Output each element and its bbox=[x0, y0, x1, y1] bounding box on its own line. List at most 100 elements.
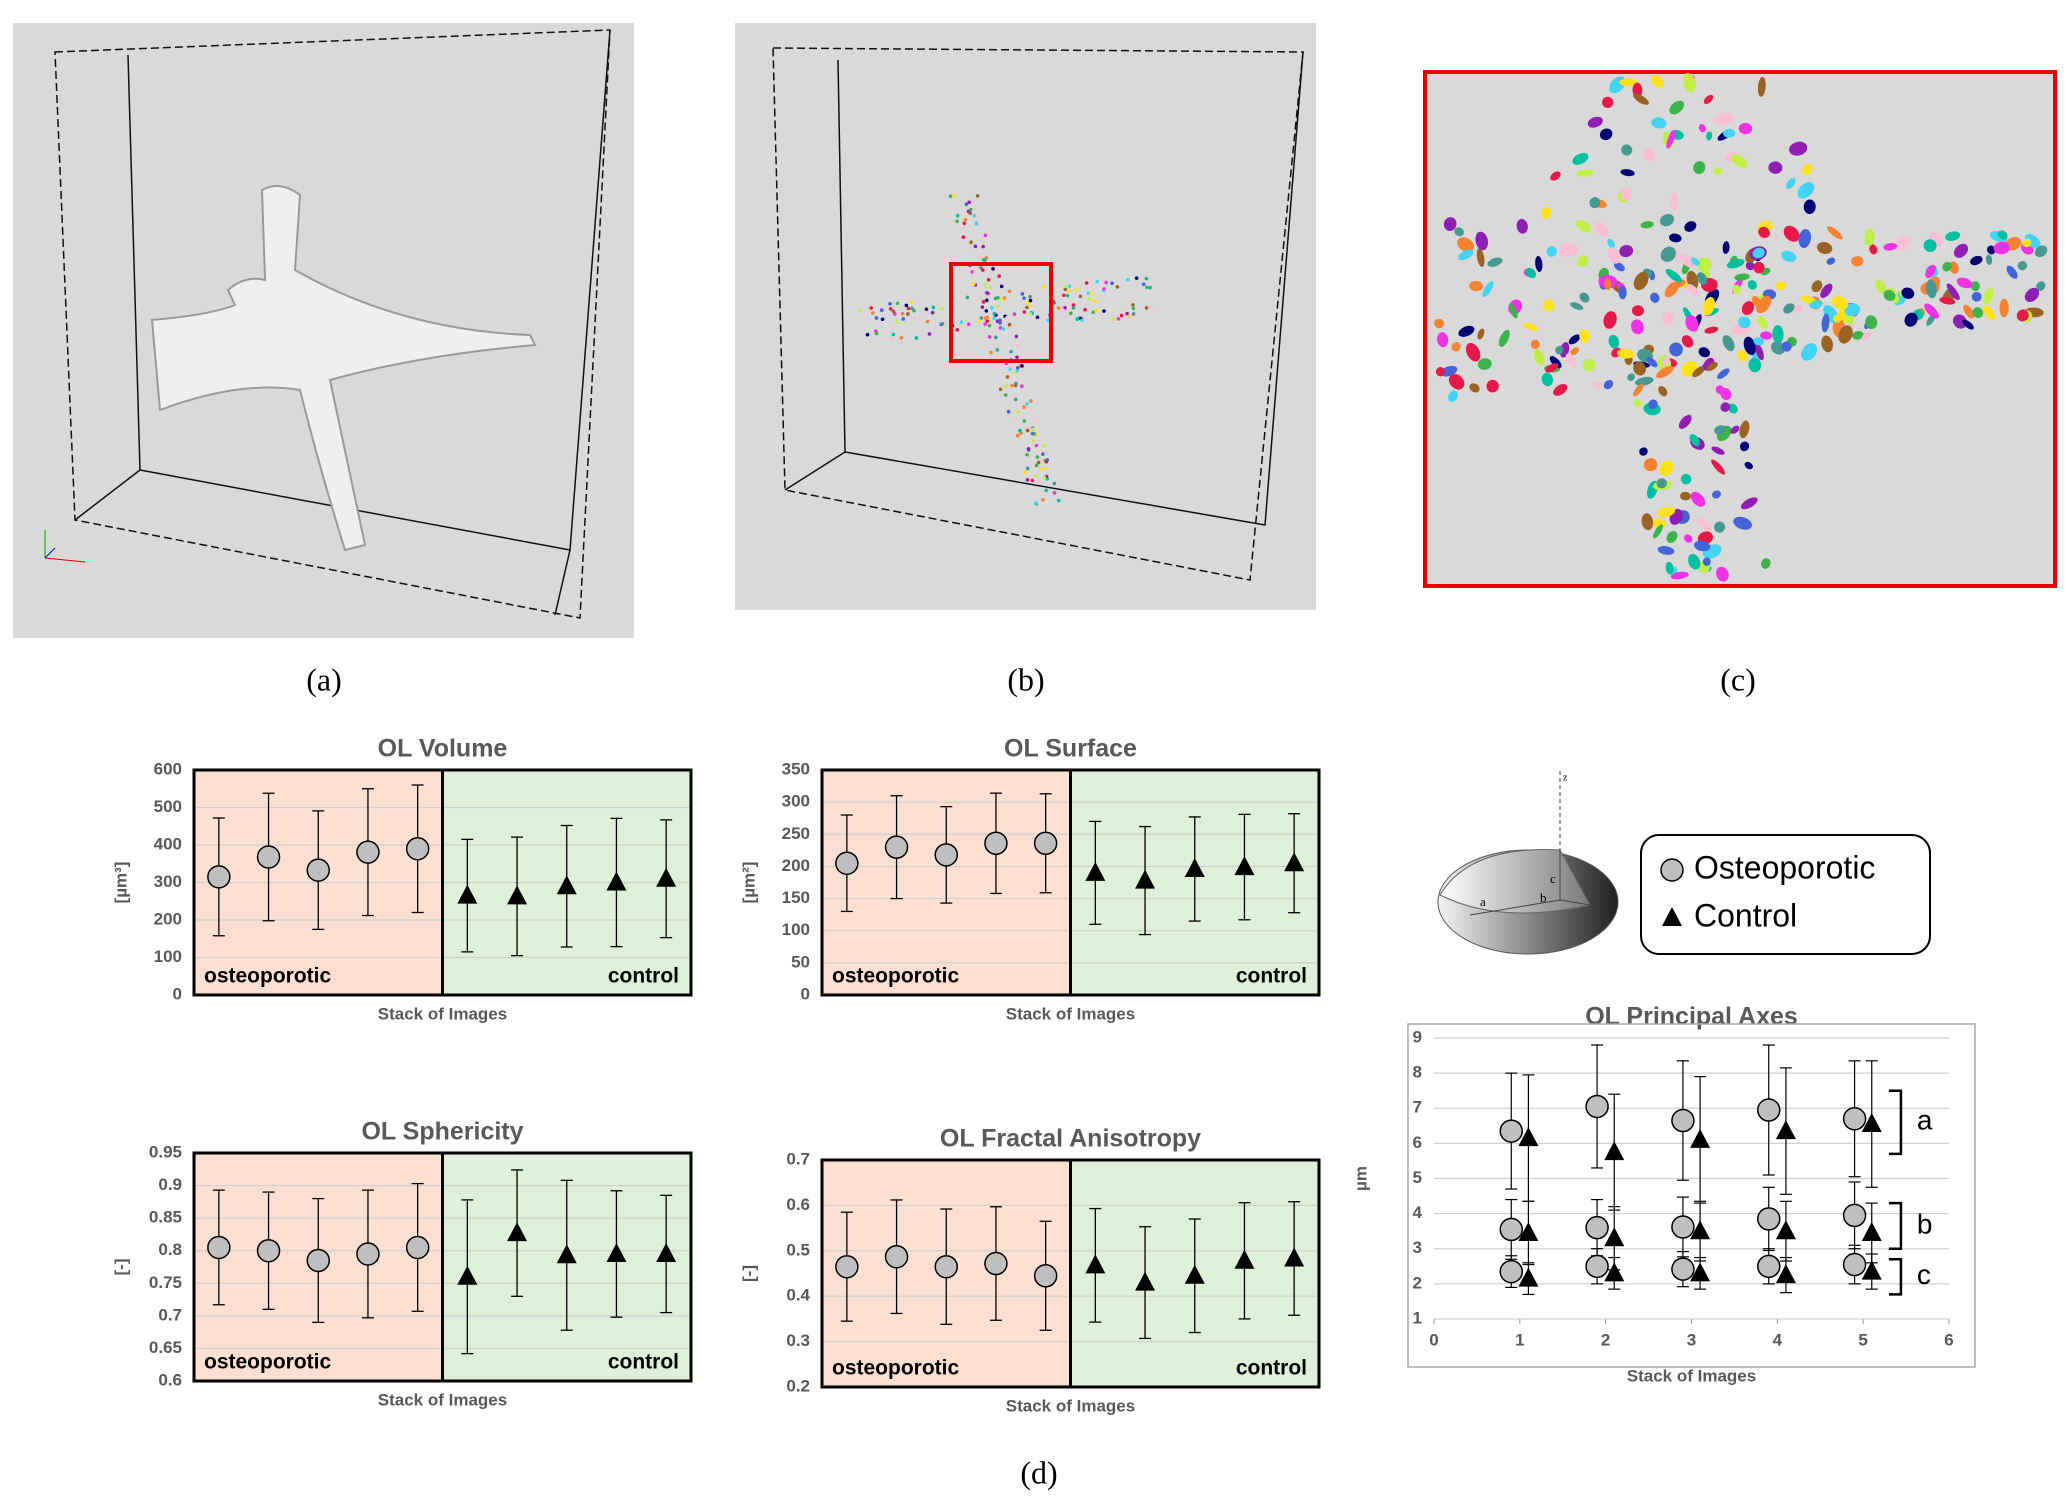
cell-dot bbox=[1022, 405, 1026, 409]
marker bbox=[1033, 1264, 1058, 1288]
cell-dot bbox=[997, 274, 1001, 279]
cell-blob bbox=[1753, 261, 1765, 274]
cell-blob bbox=[1440, 365, 1458, 377]
cell-blob bbox=[1720, 402, 1731, 412]
region-label: control bbox=[1236, 965, 1307, 988]
cell-blob bbox=[1607, 247, 1621, 264]
cell-blob bbox=[1946, 283, 1960, 301]
cell-blob bbox=[1469, 383, 1480, 393]
cell-dot bbox=[1074, 287, 1079, 292]
cell-blob bbox=[1469, 281, 1483, 292]
panel-label: (b) bbox=[1007, 661, 1044, 697]
cell-blob bbox=[1659, 213, 1675, 227]
cell-dot bbox=[965, 295, 970, 300]
cell-blob bbox=[1875, 279, 1887, 294]
marker bbox=[507, 1222, 528, 1242]
cell-dot bbox=[1110, 281, 1114, 285]
legend-label: Osteoporotic bbox=[1694, 849, 1875, 885]
cell-dot bbox=[1068, 311, 1073, 316]
cell-dot bbox=[977, 319, 981, 324]
plot-frame bbox=[1407, 1023, 1976, 1368]
cell-dot bbox=[1003, 393, 1008, 397]
cell-dot bbox=[1095, 308, 1099, 313]
cell-dot bbox=[891, 332, 896, 337]
cell-blob bbox=[1783, 225, 1800, 242]
cell-blob bbox=[1679, 491, 1691, 501]
y-tick-label: 0.6 bbox=[158, 1370, 182, 1389]
cell-dot bbox=[858, 308, 863, 313]
cell-blob bbox=[1925, 264, 1936, 279]
cell-dot bbox=[1131, 306, 1136, 311]
cell-blob bbox=[1543, 299, 1555, 312]
cell-blob bbox=[1706, 131, 1713, 141]
cell-dot bbox=[1026, 447, 1031, 451]
cell-blob bbox=[1454, 227, 1464, 237]
cell-dot bbox=[1009, 349, 1013, 354]
render-panel-a bbox=[13, 23, 634, 638]
cell-blob bbox=[1741, 301, 1755, 316]
marker bbox=[1284, 852, 1305, 872]
marker bbox=[1518, 1127, 1539, 1147]
cell-dot bbox=[914, 336, 919, 340]
x-tick-label: 0 bbox=[1429, 1330, 1438, 1349]
cell-blob bbox=[1733, 516, 1752, 530]
cell-blob bbox=[1696, 272, 1708, 285]
cell-dot bbox=[1063, 305, 1067, 310]
marker bbox=[1085, 1254, 1106, 1274]
cell-dot bbox=[998, 326, 1003, 330]
cell-blob bbox=[1621, 144, 1633, 156]
cell-dot bbox=[1031, 427, 1035, 431]
cell-blob bbox=[1826, 257, 1836, 265]
marker bbox=[984, 1251, 1008, 1276]
cell-dot bbox=[1134, 276, 1139, 280]
cell-blob bbox=[1706, 362, 1718, 371]
region-label: osteoporotic bbox=[832, 965, 959, 988]
render-panel-b bbox=[735, 23, 1316, 610]
y-tick-label: 400 bbox=[154, 834, 182, 853]
cell-dot bbox=[1119, 313, 1124, 318]
cell-dot bbox=[983, 316, 988, 321]
y-tick-label: 1 bbox=[1413, 1308, 1422, 1327]
cell-dot bbox=[1044, 466, 1049, 471]
marker bbox=[1861, 1113, 1882, 1133]
cell-blob bbox=[1657, 506, 1676, 518]
cell-dot bbox=[1116, 317, 1121, 321]
marker bbox=[556, 875, 577, 895]
cell-blob bbox=[1698, 124, 1706, 133]
cell-blob bbox=[1443, 217, 1457, 231]
cell-dot bbox=[983, 282, 987, 286]
cell-blob bbox=[2024, 287, 2040, 303]
marker bbox=[1604, 1227, 1625, 1247]
cell-blob bbox=[1971, 291, 1982, 302]
cell-blob bbox=[1694, 540, 1711, 552]
cell-dot bbox=[963, 217, 968, 222]
cell-blob bbox=[2017, 260, 2028, 271]
marker bbox=[356, 840, 380, 864]
cell-dot bbox=[1001, 327, 1006, 331]
cell-dot bbox=[951, 193, 956, 198]
cell-blob bbox=[1923, 239, 1937, 253]
y-tick-label: 0.95 bbox=[149, 1142, 182, 1161]
y-tick-label: 5 bbox=[1413, 1168, 1422, 1187]
cell-dot bbox=[1147, 305, 1152, 309]
marker bbox=[1135, 869, 1156, 889]
cell-dot bbox=[869, 306, 874, 310]
cell-dot bbox=[964, 202, 969, 207]
cell-blob bbox=[1739, 420, 1750, 439]
cell-dot bbox=[1014, 334, 1019, 339]
cell-blob bbox=[1646, 357, 1658, 368]
cell-blob bbox=[1803, 199, 1816, 215]
cell-blob bbox=[1680, 473, 1692, 485]
cell-dot bbox=[1148, 285, 1152, 290]
cell-blob bbox=[1757, 77, 1766, 97]
cell-blob bbox=[1613, 262, 1625, 272]
cell-dot bbox=[1080, 318, 1084, 323]
marker bbox=[1033, 831, 1058, 856]
cell-dot bbox=[1008, 367, 1012, 371]
cell-blob bbox=[1684, 221, 1697, 232]
cell-blob bbox=[1690, 257, 1700, 266]
cell-blob bbox=[1821, 313, 1830, 333]
cell-blob bbox=[1781, 341, 1792, 352]
cell-blob bbox=[1811, 280, 1823, 293]
